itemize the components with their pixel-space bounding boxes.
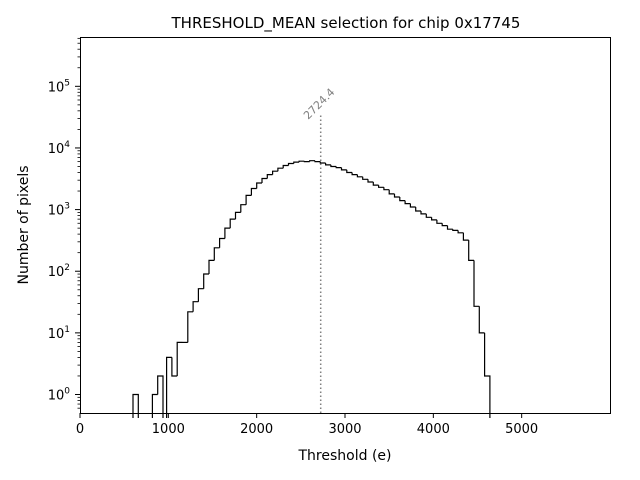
histogram-bin: [282, 164, 289, 169]
histogram-bin: [266, 174, 273, 179]
histogram-bin: [383, 187, 390, 191]
histogram-bin: [197, 288, 204, 302]
histogram-bin: [277, 167, 284, 172]
histogram-bin: [372, 182, 379, 186]
histogram-bin: [256, 182, 262, 189]
x-tick-label: 1000: [152, 422, 185, 437]
histogram-bin: [166, 356, 172, 418]
histogram-bin: [335, 166, 342, 169]
histogram-bin: [436, 219, 443, 224]
histogram-bin: [309, 160, 315, 162]
x-tick-label: 3000: [328, 422, 361, 437]
histogram-bin: [378, 185, 384, 188]
histogram-bin: [240, 204, 247, 213]
histogram-bin: [393, 193, 400, 198]
histogram-bin: [446, 225, 453, 230]
y-axis: 100 101 102 103 104 105: [48, 37, 80, 409]
histogram-bin: [171, 357, 178, 377]
histogram-bin: [399, 197, 406, 202]
histogram-bin: [272, 170, 278, 175]
histogram-bin: [420, 211, 427, 215]
histogram-bin: [473, 260, 480, 307]
histogram-bin: [132, 393, 139, 418]
y-tick-label: 105: [48, 78, 70, 95]
histogram-bin: [388, 189, 395, 195]
chart-title: THRESHOLD_MEAN selection for chip 0x1774…: [171, 14, 521, 33]
histogram-bin: [287, 162, 294, 166]
x-axis-title: Threshold (e): [298, 448, 392, 464]
histogram-bin: [468, 240, 474, 261]
histogram-bin: [478, 306, 485, 334]
histogram-bin: [351, 172, 358, 176]
histogram-bin: [208, 259, 215, 274]
histogram-bin: [346, 169, 353, 174]
histogram-bin: [356, 174, 363, 178]
x-tick-label: 5000: [505, 422, 538, 437]
histogram-bin: [431, 217, 437, 221]
histogram-bin: [319, 161, 326, 164]
histogram-bin: [157, 375, 164, 418]
histogram-bin: [203, 273, 209, 289]
histogram-bin: [362, 176, 368, 180]
histogram-bin: [457, 230, 464, 234]
histogram-bin: [213, 247, 220, 261]
histogram-bin: [484, 332, 491, 418]
histogram-bin: [261, 177, 268, 183]
histogram-bin: [367, 179, 374, 183]
histogram-bin: [293, 161, 300, 164]
histogram-bin: [219, 237, 225, 248]
histogram-bin: [415, 207, 421, 212]
y-tick-label: 102: [48, 263, 70, 280]
histogram-bin: [404, 200, 411, 205]
histogram-bin: [409, 203, 416, 208]
x-tick-label: 2000: [240, 422, 273, 437]
y-tick-label: 100: [48, 387, 71, 404]
histogram-bin: [229, 218, 236, 229]
y-tick-label: 104: [48, 140, 71, 157]
histogram-bin: [425, 213, 432, 218]
x-tick-label: 4000: [417, 422, 450, 437]
histogram-bin: [224, 227, 231, 239]
histogram-bin: [452, 229, 459, 231]
y-tick-label: 101: [48, 325, 70, 342]
histogram-bin: [176, 341, 183, 376]
histogram-bin: [441, 223, 448, 227]
histogram-bin: [192, 301, 199, 312]
histogram-bin: [314, 160, 321, 163]
histogram-bin: [234, 211, 241, 220]
histogram-bin: [330, 164, 337, 168]
x-tick-label: 0: [76, 422, 84, 437]
histogram-bin: [187, 311, 194, 343]
y-tick-label: 103: [48, 202, 70, 219]
histogram-bin: [325, 163, 331, 166]
histogram-bin: [340, 167, 347, 171]
histogram-bin: [462, 232, 469, 241]
histogram-bin: [298, 160, 305, 163]
x-axis: 0 1000 2000 3000 4000 5000: [76, 413, 538, 437]
y-axis-title: Number of pixels: [16, 165, 32, 284]
histogram-bin: [151, 393, 158, 418]
histogram-bin: [250, 187, 257, 196]
histogram-bin: [245, 194, 252, 205]
